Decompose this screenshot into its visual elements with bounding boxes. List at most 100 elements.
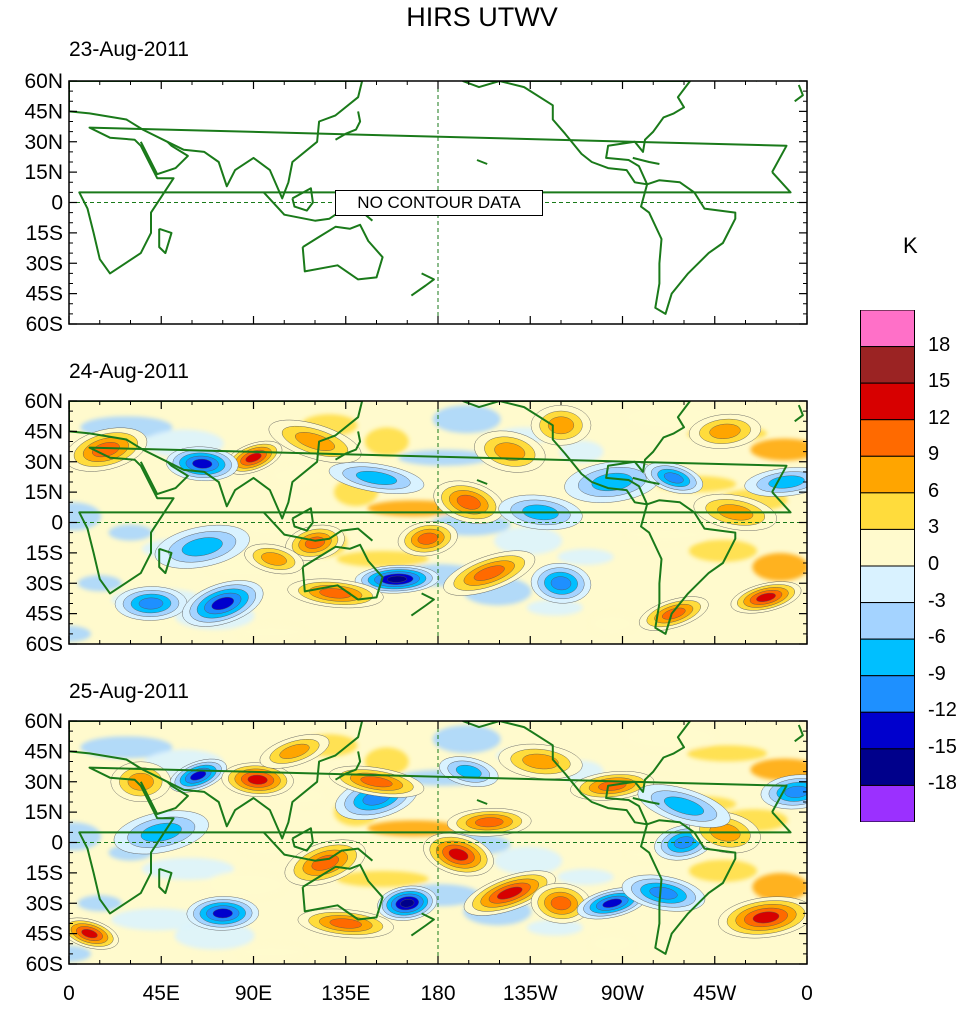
colorbar-segment <box>860 455 915 494</box>
map-panel-3: 60N 45N 30N 15N 0 15S 30S 45S 60S 0 45E 90E 135E 180 1… <box>24 710 812 1005</box>
field-texture-blob <box>750 438 807 461</box>
field-texture-blob <box>237 623 306 640</box>
field-layer <box>69 81 804 315</box>
coastline <box>78 126 792 275</box>
y-tick-label: 45N <box>24 100 63 123</box>
coastline <box>158 547 173 575</box>
field-texture-blob <box>557 548 614 565</box>
anomaly-contour <box>602 898 623 908</box>
coastline <box>139 141 189 176</box>
colorbar-segment <box>860 602 915 640</box>
y-tick-label: 45S <box>26 283 63 306</box>
y-tick-label: 30S <box>26 572 63 595</box>
coastline <box>301 223 384 281</box>
no-contour-data-label: NO CONTOUR DATA <box>335 190 543 216</box>
anomaly-contour <box>664 796 704 816</box>
coastline <box>334 751 362 781</box>
x-tick-label: 135E <box>321 982 370 1005</box>
field-texture-blob <box>687 745 768 762</box>
coastline <box>158 867 173 895</box>
colorbar-segment <box>860 492 915 530</box>
field-texture-blob <box>69 822 102 851</box>
anomaly-contour <box>752 911 780 924</box>
coastline-layer <box>69 401 804 635</box>
coastline <box>301 543 384 601</box>
anomaly-contour <box>311 854 339 871</box>
coastline <box>139 781 189 816</box>
coastline <box>632 156 660 165</box>
field-texture-blob <box>590 932 635 955</box>
y-tick-label: 15N <box>24 801 63 824</box>
anomaly-contour <box>448 848 469 861</box>
coastline <box>69 81 364 200</box>
y-tick-label: 15S <box>26 862 63 885</box>
colorbar-segment <box>860 711 915 750</box>
field-texture-blob <box>688 539 757 562</box>
y-tick-label: 30N <box>24 771 63 794</box>
y-tick-label: 15S <box>26 222 63 245</box>
field-texture-blob <box>69 502 102 531</box>
y-tick-label: 0 <box>51 512 63 535</box>
colorbar-segment <box>860 419 915 457</box>
colorbar-tick-label: 6 <box>928 479 940 502</box>
field-texture-blob <box>69 625 91 642</box>
field-texture-blob <box>526 919 583 936</box>
colorbar-tick-label: -18 <box>928 772 957 795</box>
y-tick-label: 30N <box>24 451 63 474</box>
anomaly-contour <box>192 458 213 469</box>
anomaly-contour <box>295 432 335 451</box>
coastline <box>794 84 804 103</box>
colorbar-tick-label: 0 <box>928 553 940 575</box>
x-tick-label: 0 <box>63 982 75 1005</box>
field-texture-blob <box>688 859 757 882</box>
field-texture-blob <box>557 868 614 885</box>
field-texture-blob <box>108 524 153 541</box>
coastline <box>476 799 488 805</box>
coastline <box>794 724 804 743</box>
coastline <box>632 797 660 805</box>
field-texture-blob <box>432 725 501 754</box>
coastline <box>78 446 792 595</box>
field-texture-blob <box>752 553 807 582</box>
coastline <box>263 831 374 862</box>
y-tick-label: 30S <box>26 252 63 275</box>
anomaly-contour <box>400 899 415 908</box>
colorbar-tick-label: -6 <box>928 626 946 649</box>
anomaly-contour <box>522 753 559 770</box>
coastline <box>476 159 488 165</box>
anomaly-contour <box>245 452 262 463</box>
field-texture-blob <box>80 736 173 759</box>
anomaly-contour <box>355 471 398 485</box>
anomaly-contour <box>768 475 805 489</box>
anomaly-contour <box>756 592 776 602</box>
y-tick-label: 45S <box>26 603 63 626</box>
colorbar-segment <box>860 748 915 786</box>
y-tick-label: 15S <box>26 542 63 565</box>
y-tick-label: 30N <box>24 131 63 154</box>
anomaly-contour <box>190 770 207 781</box>
y-tick-label: 60S <box>26 313 63 336</box>
colorbar-tick-label: 9 <box>928 443 940 466</box>
anomaly-contour <box>211 597 234 610</box>
x-tick-label: 90W <box>601 982 644 1005</box>
coastline <box>334 431 362 461</box>
map-panel-1: 60N 45N 30N 15N 0 15S 30S 45S 60S NO CONTOUR DAT… <box>0 0 840 340</box>
anomaly-contour <box>279 743 310 759</box>
y-tick-label: 45N <box>24 420 63 443</box>
coastline <box>291 187 314 212</box>
map-svg-1: 60N 45N 30N 15N 0 15S 30S 45S 60S <box>24 70 808 336</box>
anomaly-contour <box>247 774 268 785</box>
coastline <box>462 81 692 186</box>
coastline <box>640 499 737 635</box>
anomaly-contour <box>329 918 362 929</box>
anomaly-contour <box>81 929 98 939</box>
field-texture-blob <box>432 405 501 434</box>
colorbar-tick-label: -3 <box>928 589 946 612</box>
field-texture-blob <box>623 403 716 432</box>
anomaly-contour <box>784 785 807 798</box>
x-tick-label: 45E <box>143 982 180 1005</box>
coastline <box>158 227 173 255</box>
field-texture-blob <box>336 870 429 887</box>
anomaly-contour <box>261 552 287 566</box>
coastline <box>476 479 488 485</box>
